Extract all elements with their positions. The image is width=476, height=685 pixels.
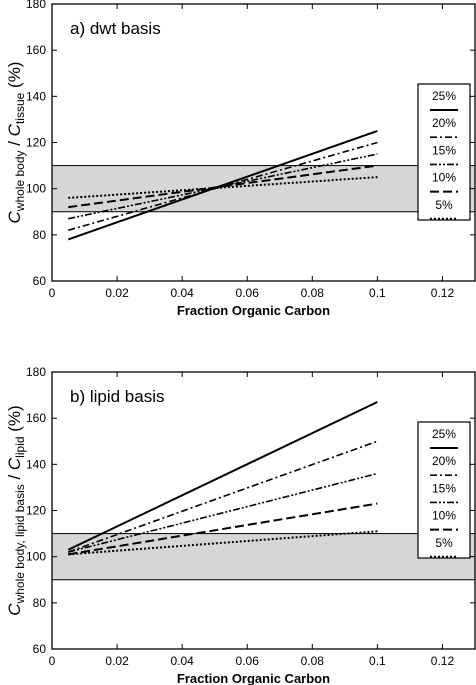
y-axis-label: Cwhole body / Ctissue (%): [5, 62, 27, 224]
y-tick-label: 180: [26, 365, 46, 379]
x-tick-label: 0.1: [369, 286, 386, 300]
y-tick-label: 60: [33, 274, 47, 288]
legend-label: 20%: [432, 454, 456, 468]
series-line-25pct: [67, 401, 378, 551]
x-tick-label: 0.1: [369, 654, 386, 668]
x-axis-label: Fraction Organic Carbon: [177, 671, 330, 685]
legend-label: 15%: [432, 481, 456, 495]
y-axis-label-part: C: [5, 123, 24, 136]
legend-label: 10%: [432, 509, 456, 523]
legend-label: 15%: [432, 143, 456, 157]
x-tick-label: 0: [49, 654, 56, 668]
x-tick-label: 0.12: [431, 286, 455, 300]
y-tick-label: 120: [26, 136, 46, 150]
chart-panel-dwt: 60 80 100 120 140 160 180 0 0.02 0.04 0.06 0.08 0.1 0…: [5, 0, 476, 318]
legend-box: [417, 421, 471, 559]
series-line-25pct: [67, 130, 378, 241]
y-axis-label-part: C: [5, 603, 24, 616]
panel-label: b) lipid basis: [70, 387, 165, 406]
y-tick-label: 80: [33, 228, 47, 242]
x-tick-label: 0.02: [105, 654, 129, 668]
y-axis-label-part: lipid: [13, 436, 27, 457]
legend-box: [417, 83, 471, 221]
x-tick-label: 0.08: [301, 654, 325, 668]
x-tick-label: 0.06: [236, 654, 260, 668]
y-tick-label: 180: [26, 0, 46, 11]
chart-panel-lipid: 60 80 100 120 140 160 180 0 0.02 0.04 0.06 0.08 0.1 0…: [5, 365, 476, 685]
series-line-15pct: [68, 472, 378, 553]
x-tick-label: 0.04: [170, 286, 194, 300]
y-tick-label: 120: [26, 504, 46, 518]
x-tick-label: 0.08: [301, 286, 325, 300]
y-axis-label: Cwhole body, lipid basis / Clipid (%): [5, 405, 27, 615]
x-axis-label: Fraction Organic Carbon: [177, 303, 330, 318]
legend-label: 20%: [432, 116, 456, 130]
x-tick-label: 0.04: [170, 654, 194, 668]
plot-frame: [51, 3, 476, 282]
x-tick-label: 0.12: [431, 654, 455, 668]
y-axis-label-part: tissue: [13, 92, 27, 124]
y-axis-label-part: /: [5, 470, 24, 484]
y-tick-label: 80: [33, 596, 47, 610]
series-line-20pct: [67, 440, 378, 553]
x-tick-label: 0: [49, 286, 56, 300]
legend: 25% 20% 15% 10% 5%: [417, 83, 471, 221]
y-tick-label: 140: [26, 457, 46, 471]
y-axis-label-part: (%): [5, 405, 24, 436]
y-axis-label-part: /: [5, 136, 24, 150]
x-tick-label: 0.06: [236, 286, 260, 300]
y-axis-label-part: (%): [5, 62, 24, 93]
legend-label: 5%: [435, 536, 453, 550]
legend: 25% 20% 15% 10% 5%: [417, 421, 471, 559]
y-axis-label-part: whole body: [13, 150, 27, 212]
legend-label: 5%: [435, 198, 453, 212]
y-axis-label-part: whole body, lipid basis: [13, 484, 27, 604]
y-tick-label: 100: [26, 550, 46, 564]
legend-label: 25%: [432, 427, 456, 441]
panel-label: a) dwt basis: [70, 19, 161, 38]
reference-band: [51, 533, 476, 581]
plot-frame: [51, 371, 476, 650]
y-tick-label: 160: [26, 43, 46, 57]
y-axis-label-part: C: [5, 210, 24, 223]
legend-label: 10%: [432, 171, 456, 185]
y-tick-label: 160: [26, 411, 46, 425]
reference-band: [51, 165, 476, 213]
y-tick-label: 100: [26, 182, 46, 196]
legend-label: 25%: [432, 89, 456, 103]
y-tick-label: 140: [26, 89, 46, 103]
y-tick-label: 60: [33, 642, 47, 656]
x-tick-label: 0.02: [105, 286, 129, 300]
series-line-10pct: [68, 502, 378, 556]
y-axis-label-part: C: [5, 457, 24, 470]
series-line-15pct: [68, 153, 378, 220]
